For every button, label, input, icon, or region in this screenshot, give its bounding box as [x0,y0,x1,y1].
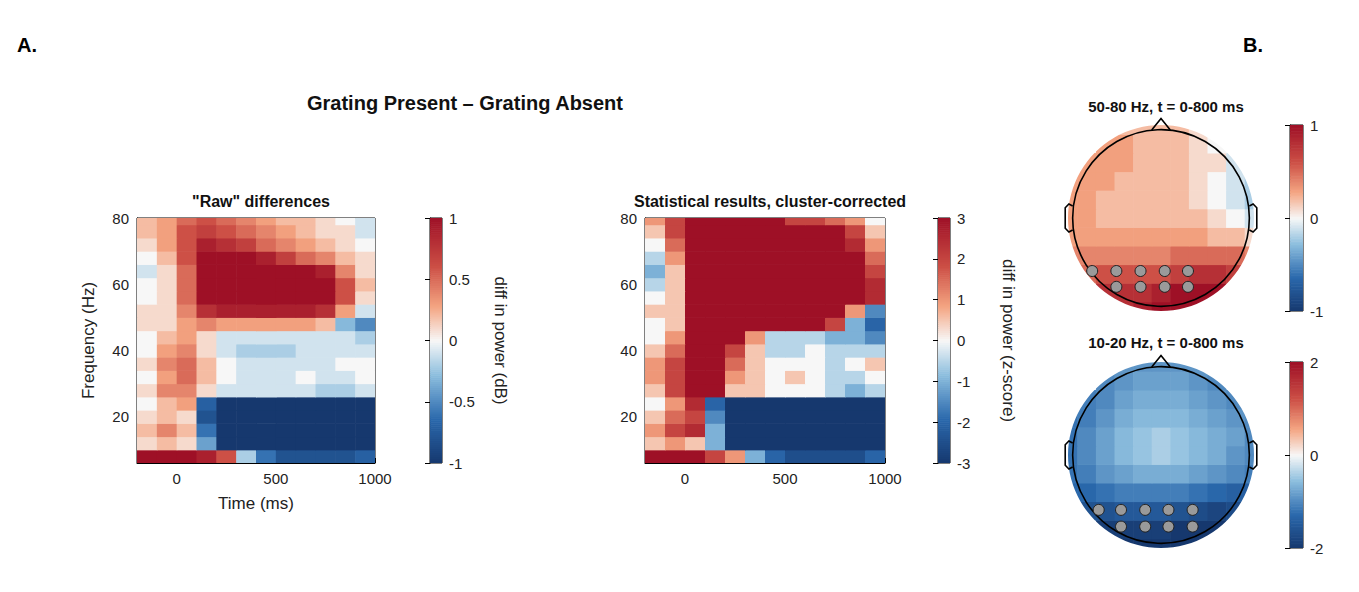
svg-text:0: 0 [681,470,689,487]
svg-text:1: 1 [1310,117,1318,134]
svg-text:Grating Present – Grating Abse: Grating Present – Grating Absent [307,92,623,114]
svg-text:0.5: 0.5 [449,271,470,288]
svg-text:Statistical results, cluster-c: Statistical results, cluster-corrected [634,193,906,210]
svg-text:0: 0 [449,332,457,349]
svg-text:80: 80 [620,210,637,227]
svg-text:1: 1 [957,291,965,308]
svg-text:A.: A. [17,34,37,56]
svg-text:Time (ms): Time (ms) [218,494,294,513]
svg-text:0: 0 [1310,210,1318,227]
svg-text:500: 500 [772,470,797,487]
svg-text:-1: -1 [957,373,970,390]
svg-text:0: 0 [957,332,965,349]
svg-text:0: 0 [1310,447,1318,464]
svg-text:2: 2 [957,250,965,267]
svg-text:1000: 1000 [868,470,901,487]
svg-text:0: 0 [172,470,180,487]
svg-text:-1: -1 [449,455,462,472]
svg-text:40: 40 [112,342,129,359]
svg-text:-1: -1 [1310,303,1323,320]
svg-text:Frequency (Hz): Frequency (Hz) [79,282,98,399]
svg-text:500: 500 [263,470,288,487]
svg-text:60: 60 [112,276,129,293]
svg-text:"Raw" differences: "Raw" differences [192,193,330,210]
svg-text:-2: -2 [1310,540,1323,557]
svg-text:-3: -3 [957,455,970,472]
svg-text:50-80 Hz, t = 0-800 ms: 50-80 Hz, t = 0-800 ms [1088,98,1244,115]
svg-text:20: 20 [112,408,129,425]
svg-text:3: 3 [957,210,965,227]
svg-text:diff in power (dB): diff in power (dB) [491,276,510,404]
svg-text:2: 2 [1310,354,1318,371]
svg-text:1: 1 [449,210,457,227]
svg-text:B.: B. [1243,34,1263,56]
svg-text:10-20 Hz, t = 0-800 ms: 10-20 Hz, t = 0-800 ms [1088,334,1244,351]
svg-text:80: 80 [112,210,129,227]
svg-text:1000: 1000 [358,470,391,487]
svg-text:-2: -2 [957,414,970,431]
svg-text:-0.5: -0.5 [449,393,475,410]
svg-text:40: 40 [620,342,637,359]
svg-text:diff in power (z-score): diff in power (z-score) [999,259,1018,422]
svg-text:60: 60 [620,276,637,293]
svg-text:20: 20 [620,408,637,425]
